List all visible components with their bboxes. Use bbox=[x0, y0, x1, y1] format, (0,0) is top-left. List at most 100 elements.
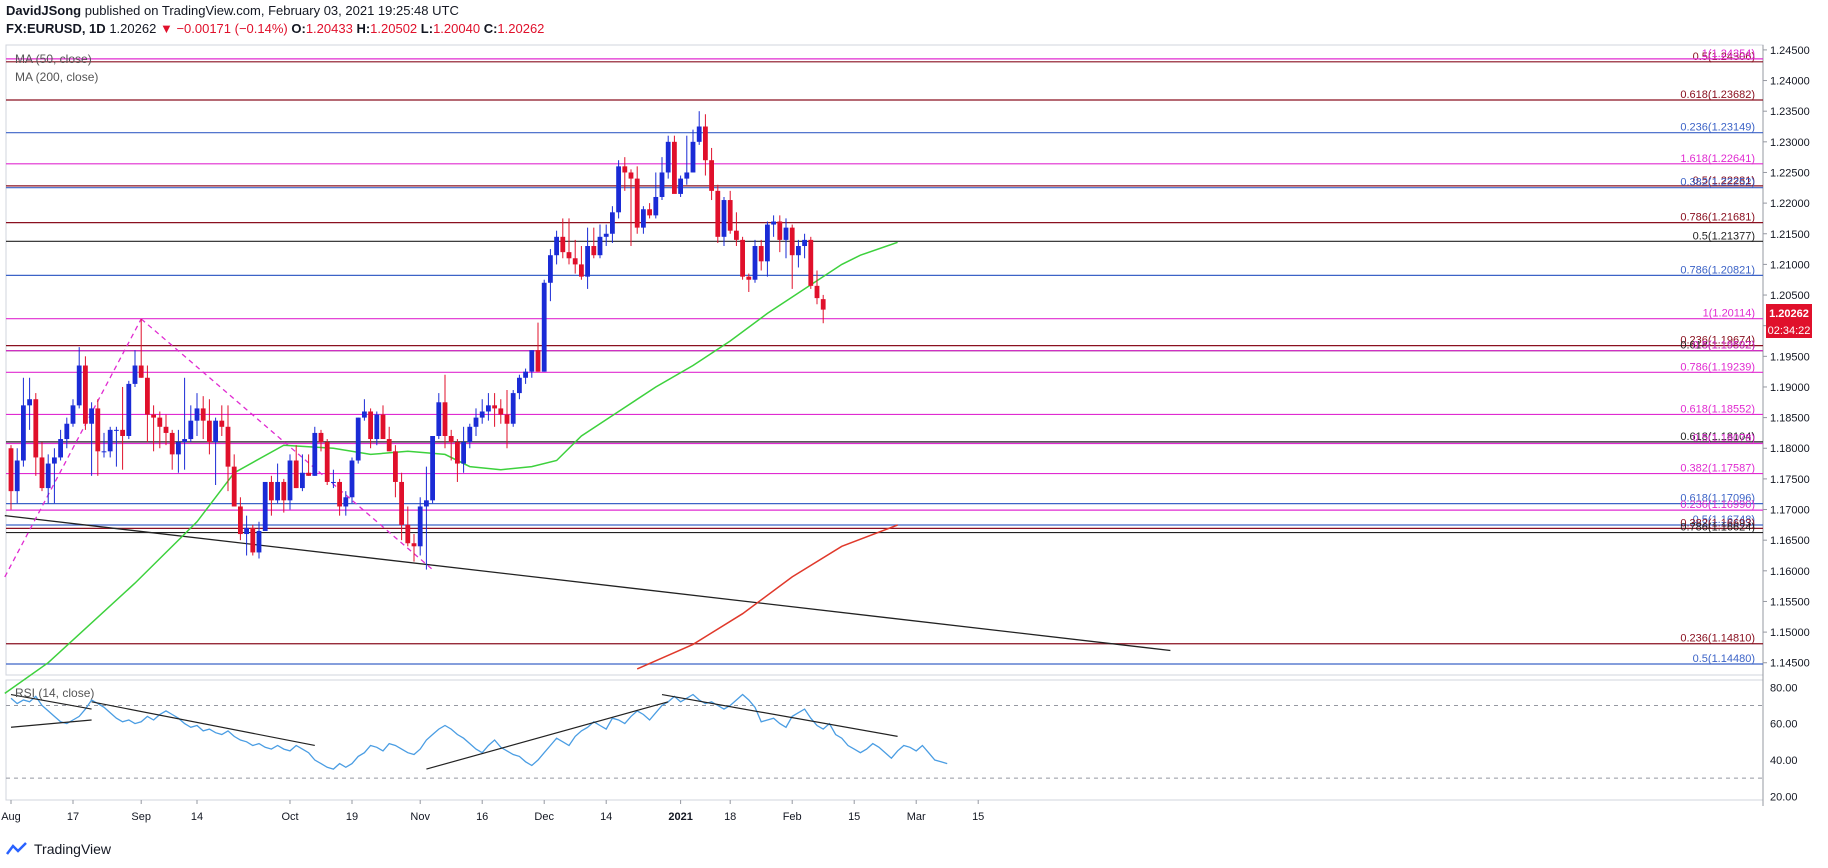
time-tick-label[interactable]: Oct bbox=[281, 811, 298, 823]
time-tick-label[interactable]: Nov bbox=[410, 811, 430, 823]
time-tick-label[interactable]: 14 bbox=[600, 811, 612, 823]
candle[interactable] bbox=[281, 478, 287, 513]
candle[interactable] bbox=[572, 239, 578, 274]
candle[interactable] bbox=[138, 318, 144, 378]
candle[interactable] bbox=[120, 386, 125, 470]
candle[interactable] bbox=[715, 184, 721, 243]
time-tick-label[interactable]: 18 bbox=[724, 811, 736, 823]
candle[interactable] bbox=[802, 233, 807, 259]
time-tick-label[interactable]: Mar bbox=[907, 811, 926, 823]
candle[interactable] bbox=[461, 426, 466, 473]
ma50-legend[interactable]: MA (50, close) bbox=[15, 52, 92, 66]
candle[interactable] bbox=[455, 439, 460, 482]
candle[interactable] bbox=[8, 445, 14, 510]
candle[interactable] bbox=[21, 377, 26, 467]
candle[interactable] bbox=[405, 506, 411, 547]
candle[interactable] bbox=[45, 454, 51, 504]
candle[interactable] bbox=[95, 399, 101, 476]
candle[interactable] bbox=[76, 347, 82, 409]
candle[interactable] bbox=[653, 172, 659, 219]
candle[interactable] bbox=[616, 160, 621, 219]
candle[interactable] bbox=[331, 469, 336, 489]
candle[interactable] bbox=[126, 380, 132, 440]
candle[interactable] bbox=[244, 515, 249, 556]
candle[interactable] bbox=[293, 445, 299, 489]
candle[interactable] bbox=[52, 448, 57, 504]
candle[interactable] bbox=[789, 224, 795, 289]
candle[interactable] bbox=[318, 429, 324, 452]
candle[interactable] bbox=[740, 236, 745, 280]
candle[interactable] bbox=[157, 411, 163, 449]
candle[interactable] bbox=[89, 402, 94, 476]
candle[interactable] bbox=[163, 414, 169, 446]
candles[interactable] bbox=[8, 111, 826, 570]
candle[interactable] bbox=[696, 111, 702, 145]
candle[interactable] bbox=[703, 114, 708, 176]
candle[interactable] bbox=[734, 212, 739, 247]
rsi-legend[interactable]: RSI (14, close) bbox=[15, 686, 94, 700]
candle[interactable] bbox=[554, 230, 559, 265]
candle[interactable] bbox=[33, 393, 39, 476]
time-tick-label[interactable]: 14 bbox=[191, 811, 203, 823]
candle[interactable] bbox=[523, 368, 528, 384]
author-name[interactable]: DavidJSong bbox=[6, 3, 82, 18]
candle[interactable] bbox=[107, 426, 113, 458]
candle[interactable] bbox=[820, 294, 826, 324]
candle[interactable] bbox=[362, 399, 367, 421]
candle[interactable] bbox=[145, 365, 150, 443]
candle[interactable] bbox=[374, 411, 380, 446]
candle[interactable] bbox=[188, 405, 194, 443]
candle[interactable] bbox=[58, 429, 63, 461]
candle[interactable] bbox=[219, 405, 225, 436]
candle[interactable] bbox=[132, 350, 138, 387]
candle[interactable] bbox=[424, 466, 429, 570]
candle[interactable] bbox=[324, 439, 330, 486]
candle[interactable] bbox=[225, 405, 231, 492]
candle[interactable] bbox=[83, 356, 88, 430]
candle[interactable] bbox=[238, 497, 243, 541]
candle[interactable] bbox=[758, 239, 764, 271]
candle[interactable] bbox=[200, 396, 206, 440]
candle[interactable] bbox=[70, 399, 76, 427]
candle[interactable] bbox=[256, 521, 262, 559]
candle[interactable] bbox=[430, 435, 435, 504]
candle[interactable] bbox=[585, 227, 590, 289]
candle[interactable] bbox=[752, 239, 758, 283]
candle[interactable] bbox=[678, 175, 683, 197]
candle[interactable] bbox=[603, 224, 609, 247]
candle[interactable] bbox=[399, 472, 404, 541]
candle[interactable] bbox=[684, 135, 690, 185]
time-tick-label[interactable]: Aug bbox=[1, 811, 21, 823]
candle[interactable] bbox=[591, 227, 597, 259]
candle[interactable] bbox=[659, 157, 665, 201]
time-tick-label[interactable]: 16 bbox=[476, 811, 488, 823]
time-tick-label[interactable]: 17 bbox=[67, 811, 79, 823]
candle[interactable] bbox=[498, 399, 504, 424]
candle[interactable] bbox=[101, 432, 107, 458]
candle[interactable] bbox=[467, 423, 473, 449]
candle[interactable] bbox=[349, 457, 355, 504]
candle[interactable] bbox=[114, 426, 119, 467]
candle[interactable] bbox=[665, 135, 671, 179]
candle[interactable] bbox=[306, 454, 311, 476]
candle[interactable] bbox=[300, 454, 305, 492]
candle[interactable] bbox=[287, 454, 293, 510]
candle[interactable] bbox=[672, 135, 677, 194]
candle[interactable] bbox=[312, 426, 318, 476]
candle[interactable] bbox=[27, 377, 32, 430]
candle[interactable] bbox=[529, 350, 535, 378]
time-tick-label[interactable]: 19 bbox=[346, 811, 358, 823]
price-axis[interactable]: 1.24500 1.24000 1.23500 1.23000 1.22500 1.220… bbox=[1763, 45, 1810, 670]
candle[interactable] bbox=[355, 417, 361, 464]
candle[interactable] bbox=[808, 236, 814, 289]
candle[interactable] bbox=[641, 206, 646, 234]
time-tick-label[interactable]: Dec bbox=[534, 811, 554, 823]
candle[interactable] bbox=[727, 190, 733, 234]
candle[interactable] bbox=[176, 429, 181, 473]
candle[interactable] bbox=[492, 393, 497, 427]
candle[interactable] bbox=[721, 196, 727, 247]
time-tick-label[interactable]: Sep bbox=[131, 811, 151, 823]
time-tick-label[interactable]: 15 bbox=[972, 811, 984, 823]
time-tick-label[interactable]: Feb bbox=[783, 811, 802, 823]
chart-canvas[interactable]: 0.5(1.24306)1(1.24354) 0.618(1.23682) 0.23… bbox=[0, 0, 1828, 840]
